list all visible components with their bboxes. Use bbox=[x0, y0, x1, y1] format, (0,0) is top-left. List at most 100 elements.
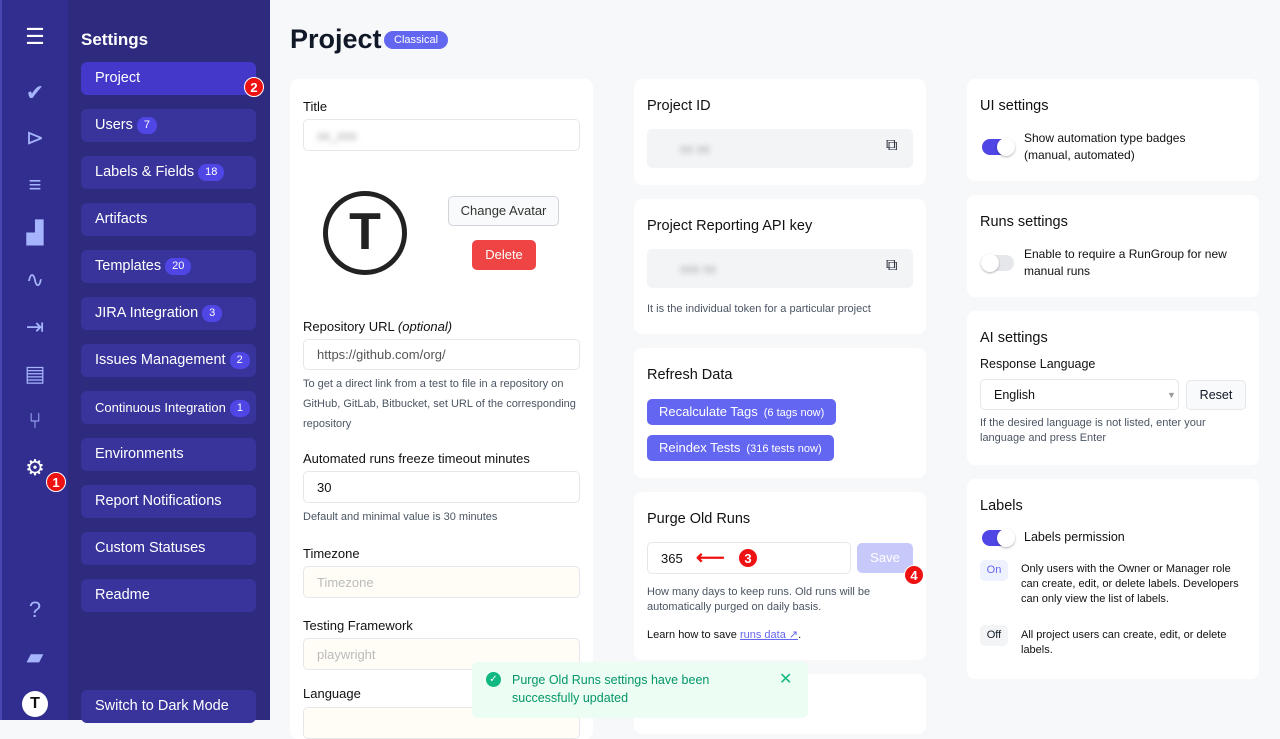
project-id-card: Project ID xx xx ⧉ bbox=[634, 79, 926, 185]
icon-rail: ☰ ✔ ⊳ ≡ ▟ ∿ ⇥ ▤ ⑂ ⚙ ? ▰ T bbox=[0, 0, 68, 720]
ai-settings-title: AI settings bbox=[980, 330, 1048, 346]
check-icon[interactable]: ✔ bbox=[25, 80, 45, 105]
marker-4: 4 bbox=[904, 565, 924, 585]
labels-title: Labels bbox=[980, 498, 1023, 514]
sidebar-item-label: JIRA Integration bbox=[95, 305, 199, 321]
change-avatar-button[interactable]: Change Avatar bbox=[448, 196, 559, 226]
count-badge: 20 bbox=[165, 258, 192, 275]
repo-hint: To get a direct link from a test to file… bbox=[303, 378, 576, 430]
count-badge: 2 bbox=[229, 352, 250, 369]
sidebar-item-labels-fields[interactable]: Labels & Fields 18 bbox=[81, 156, 256, 189]
framework-input[interactable]: playwright bbox=[303, 638, 580, 670]
toast-message: Purge Old Runs settings have been succes… bbox=[512, 673, 710, 705]
copy-icon[interactable]: ⧉ bbox=[886, 137, 898, 154]
success-toast: ✓ Purge Old Runs settings have been succ… bbox=[472, 662, 808, 718]
sidebar-item-label: Users bbox=[95, 117, 133, 133]
sidebar-item-custom-statuses[interactable]: Custom Statuses bbox=[81, 532, 256, 565]
ai-hint: If the desired language is not listed, e… bbox=[980, 417, 1206, 444]
automation-badges-toggle[interactable] bbox=[982, 138, 1015, 156]
repo-url-input[interactable]: https://github.com/org/ bbox=[303, 339, 580, 370]
chart-icon[interactable]: ▤ bbox=[24, 361, 46, 386]
labels-card: Labels Labels permission On Only users w… bbox=[967, 479, 1259, 679]
api-key-hint: It is the individual token for a particu… bbox=[647, 303, 871, 315]
project-card: Title xx_xxx T Change Avatar Delete Repo… bbox=[290, 79, 593, 739]
project-id-field: xx xx bbox=[647, 129, 913, 168]
rungroup-toggle[interactable] bbox=[981, 254, 1014, 272]
timezone-label: Timezone bbox=[303, 546, 360, 561]
purge-title: Purge Old Runs bbox=[647, 511, 751, 527]
automation-badges-label: Show automation type badges (manual, aut… bbox=[1024, 131, 1186, 162]
sidebar-item-label: Artifacts bbox=[95, 211, 148, 227]
checklist-icon[interactable]: ≡ bbox=[28, 172, 42, 197]
recalculate-tags-button[interactable]: Recalculate Tags (6 tags now) bbox=[647, 399, 837, 425]
runs-settings-card: Runs settings Enable to require a RunGro… bbox=[967, 195, 1259, 297]
freeze-timeout-input[interactable]: 30 bbox=[303, 471, 580, 503]
title-input[interactable]: xx_xxx bbox=[303, 119, 580, 151]
project-avatar: T bbox=[323, 191, 407, 275]
off-description: All project users can create, edit, or d… bbox=[1021, 629, 1227, 656]
settings-title: Settings bbox=[81, 30, 149, 49]
reindex-tests-button[interactable]: Reindex Tests (316 tests now) bbox=[647, 435, 834, 461]
reset-button[interactable]: Reset bbox=[1186, 380, 1246, 410]
help-icon[interactable]: ? bbox=[28, 597, 42, 622]
project-id-title: Project ID bbox=[647, 98, 711, 114]
pulse-icon[interactable]: ∿ bbox=[25, 267, 45, 292]
import-icon[interactable]: ⇥ bbox=[25, 314, 45, 339]
framework-label: Testing Framework bbox=[303, 618, 413, 633]
steps-icon[interactable]: ▟ bbox=[26, 220, 44, 245]
response-language-select[interactable]: English ▼ bbox=[980, 379, 1179, 410]
sidebar-item-report-notifications[interactable]: Report Notifications bbox=[81, 485, 256, 518]
freeze-hint: Default and minimal value is 30 minutes bbox=[303, 511, 498, 523]
branch-icon[interactable]: ⑂ bbox=[28, 408, 42, 433]
sidebar-item-label: Readme bbox=[95, 587, 150, 603]
sidebar-item-environments[interactable]: Environments bbox=[81, 438, 256, 471]
count-badge: 3 bbox=[202, 305, 223, 322]
labels-permission-label: Labels permission bbox=[1024, 530, 1125, 544]
close-icon[interactable]: ✕ bbox=[779, 671, 793, 688]
sidebar-item-issues-management[interactable]: Issues Management 2 bbox=[81, 344, 256, 377]
learn-text: Learn how to save bbox=[647, 629, 737, 641]
labels-permission-toggle[interactable] bbox=[982, 529, 1015, 547]
runs-data-link[interactable]: runs data ↗ bbox=[739, 629, 799, 641]
gear-icon[interactable]: ⚙ bbox=[25, 455, 45, 480]
purge-save-button[interactable]: Save bbox=[857, 543, 913, 573]
language-label: Language bbox=[303, 686, 361, 701]
marker-1: 1 bbox=[46, 472, 66, 492]
sidebar-item-templates[interactable]: Templates 20 bbox=[81, 250, 256, 283]
count-badge: 18 bbox=[198, 164, 225, 181]
menu-icon[interactable]: ☰ bbox=[25, 24, 45, 49]
refresh-title: Refresh Data bbox=[647, 367, 733, 383]
sidebar-item-label: Environments bbox=[95, 446, 184, 462]
title-label: Title bbox=[303, 99, 328, 114]
play-circle-icon[interactable]: ⊳ bbox=[25, 125, 45, 150]
ui-settings-title: UI settings bbox=[980, 98, 1049, 114]
delete-avatar-button[interactable]: Delete bbox=[472, 240, 536, 270]
timezone-input[interactable]: Timezone bbox=[303, 566, 580, 598]
api-key-field: xxx xx bbox=[647, 249, 913, 288]
sidebar-item-artifacts[interactable]: Artifacts bbox=[81, 203, 256, 236]
rungroup-label: Enable to require a RunGroup for new man… bbox=[1024, 247, 1227, 278]
page-title: Project bbox=[290, 24, 382, 54]
sidebar-item-continuous-integration[interactable]: Continuous Integration 1 bbox=[81, 391, 256, 424]
settings-panel: Settings Project Users 7 Labels & Fields 18 A… bbox=[68, 0, 270, 723]
dark-mode-button[interactable]: Switch to Dark Mode bbox=[81, 690, 256, 723]
project-type-badge: Classical bbox=[384, 31, 449, 49]
sidebar-item-label: Templates bbox=[95, 258, 162, 274]
sidebar-item-project[interactable]: Project bbox=[81, 62, 256, 95]
arrow-left-icon: ⟵ bbox=[696, 547, 725, 569]
copy-icon[interactable]: ⧉ bbox=[886, 257, 898, 274]
on-tag: On bbox=[980, 560, 1008, 581]
folder-icon[interactable]: ▰ bbox=[26, 644, 44, 669]
logo-icon[interactable]: T bbox=[22, 691, 48, 717]
api-key-title: Project Reporting API key bbox=[647, 218, 813, 234]
sidebar-item-users[interactable]: Users 7 bbox=[81, 109, 256, 142]
response-language-label: Response Language bbox=[980, 357, 1096, 371]
ai-settings-card: AI settings Response Language English ▼ R… bbox=[967, 311, 1259, 465]
sidebar-item-label: Report Notifications bbox=[95, 493, 222, 509]
sidebar-item-label: Custom Statuses bbox=[95, 540, 206, 556]
count-badge: 1 bbox=[229, 400, 250, 417]
sidebar-item-jira-integration[interactable]: JIRA Integration 3 bbox=[81, 297, 256, 330]
sidebar-item-readme[interactable]: Readme bbox=[81, 579, 256, 612]
runs-settings-title: Runs settings bbox=[980, 214, 1068, 230]
count-badge: 7 bbox=[136, 117, 157, 134]
